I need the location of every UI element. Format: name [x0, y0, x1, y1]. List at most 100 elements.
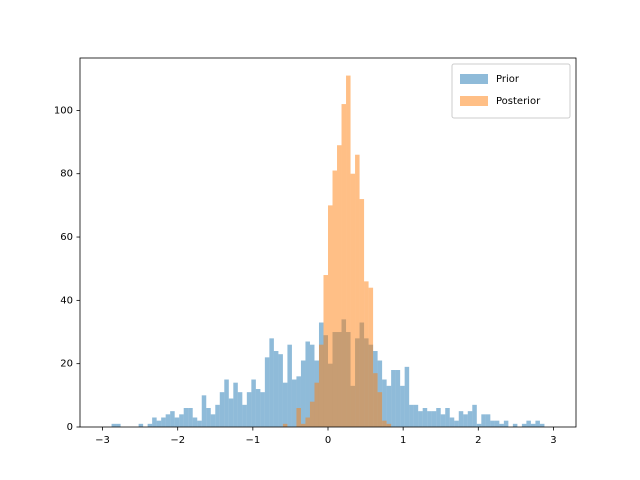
histogram-bar: [386, 423, 392, 427]
histogram-bar: [246, 392, 252, 427]
histogram-bar: [337, 145, 342, 427]
histogram-bar: [490, 420, 495, 427]
histogram-bar: [287, 344, 292, 427]
histogram-bar: [328, 205, 333, 427]
histogram-bar: [300, 360, 306, 427]
x-tick-label: −2: [170, 435, 185, 446]
y-tick-label: 40: [60, 295, 73, 306]
histogram-bar: [188, 408, 193, 427]
histogram-bar: [156, 420, 162, 427]
x-tick-label: −1: [245, 435, 260, 446]
histogram-bar: [382, 420, 387, 427]
histogram-bar: [359, 199, 365, 427]
histogram-bar: [210, 414, 216, 427]
histogram-bar: [309, 401, 315, 427]
histogram-bar: [526, 420, 531, 427]
y-tick-label: 20: [60, 359, 73, 370]
y-tick-label: 100: [54, 105, 73, 116]
histogram-bar: [350, 173, 356, 427]
histogram-bar: [521, 423, 527, 427]
histogram-bar: [111, 423, 117, 427]
legend-swatch: [460, 96, 488, 106]
histogram-bar: [116, 423, 121, 427]
legend-swatch: [460, 74, 488, 84]
histogram-bar: [355, 154, 360, 428]
histogram-bar: [269, 338, 274, 427]
histogram-bar: [476, 423, 482, 427]
histogram-bar: [539, 423, 545, 427]
histogram-bar: [463, 414, 468, 427]
histogram-bar: [382, 379, 387, 427]
histogram-bar: [323, 275, 328, 427]
histogram-bar: [255, 389, 261, 427]
histogram-bar: [386, 385, 392, 427]
histogram-bar: [237, 392, 243, 427]
histogram-bar: [147, 423, 153, 427]
histogram-bar: [309, 344, 315, 427]
histogram-bar: [494, 420, 500, 427]
histogram-bar: [318, 344, 324, 427]
histogram-bar: [165, 414, 171, 427]
x-tick-label: 1: [400, 435, 406, 446]
histogram-bar: [422, 408, 428, 427]
x-tick-label: −3: [95, 435, 110, 446]
histogram-bar: [431, 411, 437, 427]
legend-box: [451, 63, 571, 119]
histogram-bar: [206, 408, 211, 427]
histogram-bar: [138, 423, 144, 427]
x-tick-label: 2: [475, 435, 481, 446]
y-tick-label: 60: [60, 232, 73, 243]
histogram-bar: [242, 404, 247, 427]
histogram-bar: [373, 373, 378, 427]
histogram-bar: [332, 170, 338, 427]
histogram-bar: [364, 281, 369, 427]
histogram-bar: [512, 423, 518, 427]
histogram-bar: [251, 379, 256, 427]
histogram-bar: [183, 408, 189, 427]
histogram-bar: [264, 357, 270, 427]
histogram-bar: [314, 382, 319, 427]
histogram-bar: [485, 414, 491, 427]
histogram-bar: [413, 404, 419, 427]
histogram-bar: [341, 104, 347, 427]
histogram-bar: [436, 408, 441, 427]
histogram-bar: [219, 392, 225, 427]
histogram-bar: [296, 376, 301, 427]
histogram-bar: [278, 354, 283, 427]
histogram-bar: [395, 370, 401, 427]
y-tick-label: 0: [67, 422, 73, 433]
histogram-bar: [305, 341, 310, 427]
x-tick-label: 0: [325, 435, 331, 446]
histogram-bar: [170, 411, 175, 427]
histogram-bar: [440, 414, 446, 427]
histogram-bar: [427, 411, 432, 427]
histogram-bar: [418, 411, 423, 427]
histogram-bar: [346, 75, 351, 428]
histogram-bar: [391, 370, 396, 427]
histogram-bar: [458, 411, 464, 427]
legend-label: Prior: [496, 74, 520, 85]
histogram-bar: [152, 417, 157, 427]
histogram-bar: [305, 417, 310, 427]
histogram-bar: [192, 417, 198, 427]
histogram-bar: [499, 423, 504, 427]
histogram-bar: [215, 404, 220, 427]
histogram-bar: [282, 423, 288, 427]
histogram-bar: [449, 417, 455, 427]
histogram-bar: [197, 420, 202, 427]
histogram-bar: [472, 404, 477, 427]
histogram-bar: [233, 382, 238, 427]
y-tick-label: 80: [60, 169, 73, 180]
histogram-bar: [503, 420, 509, 427]
histogram-bar: [224, 379, 229, 427]
histogram-bar: [377, 392, 383, 427]
histogram-bar: [296, 408, 301, 427]
histogram-bar: [409, 404, 414, 427]
histogram-bar: [404, 366, 410, 427]
histogram-bar: [179, 414, 184, 427]
histogram-bar: [201, 395, 207, 427]
histogram-bar: [467, 411, 473, 427]
histogram-bar: [535, 420, 540, 427]
